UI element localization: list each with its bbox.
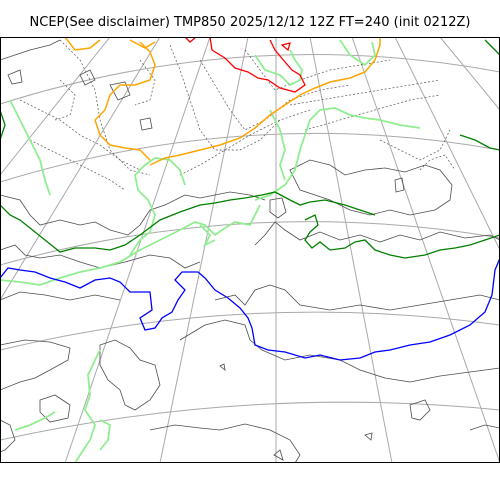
longitude-line (0, 37, 111, 176)
isotherm-orange (149, 37, 381, 166)
coastline (469, 424, 500, 431)
blue-isotherms (0, 257, 500, 361)
isotherm-lightgreen (269, 109, 286, 181)
latitude-line (0, 311, 500, 351)
dotted-contour (419, 154, 456, 171)
coastline (364, 432, 373, 441)
coastline (254, 221, 500, 246)
isotherm-darkgreen (0, 109, 6, 141)
coastline (39, 394, 71, 423)
coastline (0, 291, 121, 301)
dotted-contour (179, 109, 311, 176)
longitude-lines (0, 37, 500, 463)
orange-isotherms (64, 37, 381, 166)
map-frame (0, 37, 500, 463)
longitude-line (159, 37, 249, 463)
map-title: NCEP(See disclaimer) TMP850 2025/12/12 1… (29, 15, 471, 30)
isotherm-orange (64, 37, 101, 51)
longitude-line (309, 37, 393, 463)
isotherm-lightgreen (339, 39, 376, 67)
isotherm-darkgreen (0, 191, 376, 253)
coastline (0, 419, 16, 453)
coastline (109, 81, 131, 101)
dotted-contour (199, 59, 351, 131)
isotherm-blue (0, 257, 500, 361)
coastline (0, 244, 201, 269)
latitude-line (0, 132, 500, 183)
coastline (149, 423, 301, 463)
coastline (394, 177, 405, 193)
coastline (214, 284, 500, 311)
isotherm-lightgreen (129, 157, 186, 256)
longitude-line (351, 37, 500, 463)
isotherm-lightgreen (74, 349, 101, 463)
isotherm-darkgreen (459, 134, 500, 151)
dotted-contour (29, 139, 126, 191)
coastline (289, 159, 453, 216)
coastline (0, 39, 61, 61)
longitude-line (0, 37, 161, 301)
dotted-contour (379, 129, 451, 161)
coastline (79, 69, 96, 86)
latitude-line (0, 401, 500, 441)
isotherm-lightgreen (99, 419, 111, 451)
longitude-line (64, 37, 211, 463)
isotherm-darkgreen (484, 39, 500, 56)
dotted-contour (19, 99, 141, 171)
dotted-contour (304, 94, 441, 131)
coastline (7, 69, 23, 85)
longitude-line (439, 37, 500, 111)
coastline (99, 339, 161, 411)
darkgreen-isotherms (0, 39, 500, 259)
coastline (0, 191, 266, 236)
isotherm-orange (94, 41, 156, 121)
dotted-contour (59, 39, 151, 176)
isotherm-lightgreen (254, 107, 421, 201)
latitude-line (0, 221, 500, 266)
coastline (409, 399, 431, 421)
isotherm-red (280, 42, 291, 52)
isotherm-lightgreen (9, 99, 51, 196)
longitude-line (394, 37, 500, 251)
dotted-contour (289, 79, 441, 106)
red-isotherms (184, 37, 306, 93)
dotted-contour (169, 44, 281, 151)
dotted-contour (134, 59, 156, 106)
isotherm-orange (94, 119, 151, 161)
isotherm-lightgreen (199, 224, 216, 248)
isotherm-orange (129, 39, 156, 49)
isotherm-lightgreen (14, 411, 56, 431)
isotherm-darkgreen (304, 214, 500, 259)
coastline (269, 197, 287, 219)
coastline (139, 117, 153, 131)
isotherm-lightgreen (254, 49, 303, 87)
isotherm-red (184, 37, 196, 43)
latitude-line (0, 54, 500, 105)
coastline (219, 363, 226, 371)
dotted-contours (19, 39, 456, 191)
dotted-contour (54, 79, 76, 121)
coastline (273, 449, 284, 461)
isotherm-red (209, 37, 306, 93)
coastline (0, 339, 71, 391)
coastlines (0, 39, 500, 463)
coastline (179, 319, 500, 383)
